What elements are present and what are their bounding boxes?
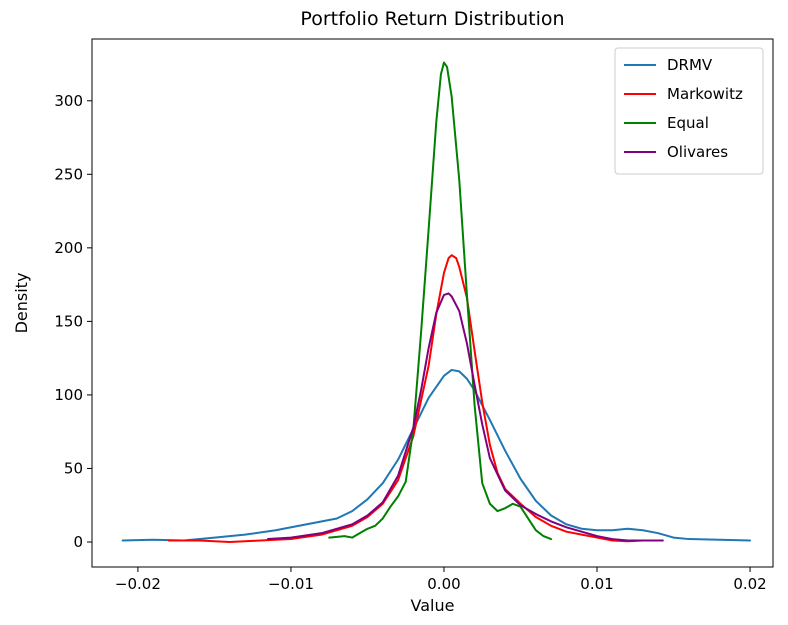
y-tick-label: 200: [54, 239, 83, 257]
y-tick-label: 100: [54, 386, 83, 404]
y-tick-label: 150: [54, 312, 83, 330]
plot-lines: [121, 61, 752, 543]
x-axis-label: Value: [411, 596, 455, 615]
x-tick-label: 0.02: [733, 575, 766, 593]
series-line-markowitz: [167, 254, 660, 543]
legend-label-markowitz: Markowitz: [667, 85, 743, 103]
x-axis: −0.02 −0.01 0.00 0.01 0.02: [115, 567, 767, 593]
series-line-equal: [328, 61, 553, 541]
legend-label-olivares: Olivares: [667, 143, 728, 161]
legend-label-equal: Equal: [667, 114, 709, 132]
x-tick-label: 0.00: [427, 575, 460, 593]
legend: DRMV Markowitz Equal Olivares: [614, 47, 764, 175]
y-tick-label: 50: [64, 459, 83, 477]
y-axis-label: Density: [12, 273, 31, 334]
x-tick-label: 0.01: [580, 575, 613, 593]
y-tick-label: 0: [73, 533, 83, 551]
series-line-drmv: [121, 368, 752, 542]
legend-box: [614, 47, 764, 175]
series-line-olivares: [266, 292, 664, 542]
chart-title: Portfolio Return Distribution: [300, 8, 564, 30]
y-axis: 0 50 100 150 200 250 300: [54, 92, 92, 551]
axes-frame: [91, 38, 774, 568]
x-tick-label: −0.01: [268, 575, 314, 593]
legend-label-drmv: DRMV: [667, 56, 713, 74]
y-tick-label: 300: [54, 92, 83, 110]
x-tick-label: −0.02: [115, 575, 161, 593]
y-tick-label: 250: [54, 165, 83, 183]
